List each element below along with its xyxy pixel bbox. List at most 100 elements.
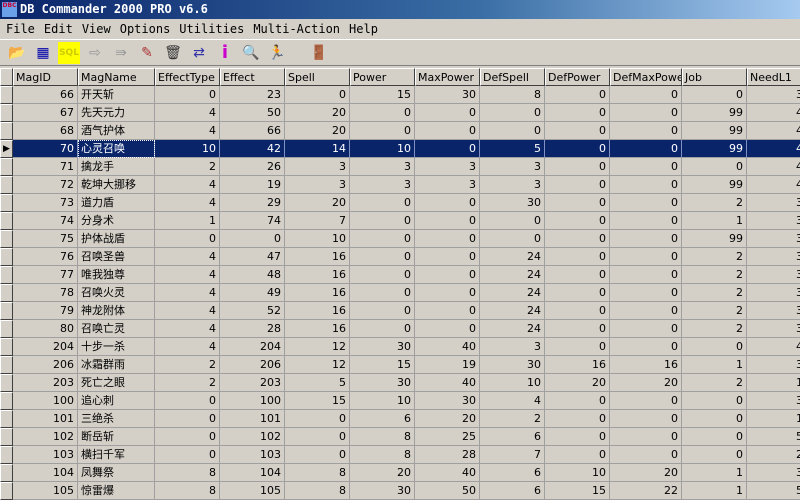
cell-effect[interactable]: 42 [220, 140, 285, 158]
table-row[interactable]: 206冰霜群雨220612151930161613 [0, 356, 800, 374]
cell-effecttype[interactable]: 0 [155, 446, 220, 464]
cell-effecttype[interactable]: 0 [155, 230, 220, 248]
cell-effect[interactable]: 206 [220, 356, 285, 374]
cell-spell[interactable]: 16 [285, 248, 350, 266]
cell-job[interactable]: 2 [682, 374, 747, 392]
cell-effecttype[interactable]: 4 [155, 266, 220, 284]
cell-job[interactable]: 1 [682, 356, 747, 374]
cell-effecttype[interactable]: 0 [155, 410, 220, 428]
cell-power[interactable]: 15 [350, 356, 415, 374]
cell-defmaxpower[interactable]: 0 [610, 410, 682, 428]
table-row[interactable]: 100追心刺010015103040003 [0, 392, 800, 410]
cell-magid[interactable]: 101 [13, 410, 78, 428]
cell-power[interactable]: 30 [350, 374, 415, 392]
arrow-right-icon[interactable]: ⇨ [89, 44, 101, 61]
cell-needl1[interactable]: 4 [747, 158, 800, 176]
cell-magname[interactable]: 横扫千军 [78, 446, 155, 464]
cell-power[interactable]: 0 [350, 194, 415, 212]
cell-defmaxpower[interactable]: 0 [610, 266, 682, 284]
cell-power[interactable]: 0 [350, 104, 415, 122]
table-row[interactable]: 74分身术17470000013 [0, 212, 800, 230]
cell-magid[interactable]: 203 [13, 374, 78, 392]
cell-defpower[interactable]: 20 [545, 374, 610, 392]
cell-magname[interactable]: 三绝杀 [78, 410, 155, 428]
menu-options[interactable]: Options [119, 22, 171, 36]
row-indicator[interactable] [0, 428, 13, 446]
cell-defpower[interactable]: 0 [545, 248, 610, 266]
cell-magname[interactable]: 酒气护体 [78, 122, 155, 140]
row-indicator[interactable] [0, 356, 13, 374]
cell-magname[interactable]: 唯我独尊 [78, 266, 155, 284]
cell-power[interactable]: 10 [350, 140, 415, 158]
cell-needl1[interactable]: 3 [747, 392, 800, 410]
cell-defmaxpower[interactable]: 0 [610, 140, 682, 158]
cell-job[interactable]: 0 [682, 410, 747, 428]
cell-needl1[interactable]: 3 [747, 302, 800, 320]
cell-needl1[interactable]: 3 [747, 284, 800, 302]
cell-maxpower[interactable]: 0 [415, 104, 480, 122]
cell-job[interactable]: 1 [682, 482, 747, 500]
cell-defpower[interactable]: 0 [545, 122, 610, 140]
cell-magid[interactable]: 79 [13, 302, 78, 320]
cell-job[interactable]: 99 [682, 140, 747, 158]
table-row[interactable]: 102断岳斩0102082560005 [0, 428, 800, 446]
column-header-needl1[interactable]: NeedL1 [747, 68, 800, 86]
cell-power[interactable]: 0 [350, 248, 415, 266]
cell-effecttype[interactable]: 8 [155, 464, 220, 482]
table-icon[interactable]: ▦ [36, 44, 50, 61]
cell-defmaxpower[interactable]: 0 [610, 104, 682, 122]
menu-file[interactable]: File [6, 22, 35, 36]
table-row[interactable]: 66开天斩0230153080003 [0, 86, 800, 104]
cell-effect[interactable]: 0 [220, 230, 285, 248]
row-indicator[interactable] [0, 302, 13, 320]
table-row[interactable]: 103横扫千军0103082870002 [0, 446, 800, 464]
cell-effect[interactable]: 28 [220, 320, 285, 338]
cell-magname[interactable]: 神龙附体 [78, 302, 155, 320]
table-row[interactable]: 76召唤圣兽4471600240023 [0, 248, 800, 266]
cell-defpower[interactable]: 0 [545, 338, 610, 356]
cell-power[interactable]: 6 [350, 410, 415, 428]
cell-magname[interactable]: 护体战盾 [78, 230, 155, 248]
cell-maxpower[interactable]: 0 [415, 302, 480, 320]
cell-spell[interactable]: 0 [285, 446, 350, 464]
open-folder-icon[interactable]: 📂 [8, 44, 26, 61]
cell-magid[interactable]: 75 [13, 230, 78, 248]
cell-needl1[interactable]: 3 [747, 356, 800, 374]
cell-magname[interactable]: 十步一杀 [78, 338, 155, 356]
cell-needl1[interactable]: 3 [747, 194, 800, 212]
cell-defspell[interactable]: 6 [480, 464, 545, 482]
cell-defspell[interactable]: 24 [480, 266, 545, 284]
cell-needl1[interactable]: 5 [747, 428, 800, 446]
cell-spell[interactable]: 16 [285, 266, 350, 284]
cell-needl1[interactable]: 3 [747, 464, 800, 482]
row-indicator[interactable] [0, 194, 13, 212]
cell-maxpower[interactable]: 20 [415, 410, 480, 428]
cell-spell[interactable]: 12 [285, 338, 350, 356]
cell-effecttype[interactable]: 0 [155, 428, 220, 446]
cell-needl1[interactable]: 2 [747, 446, 800, 464]
cell-magid[interactable]: 70 [13, 140, 78, 158]
cell-defpower[interactable]: 0 [545, 266, 610, 284]
cell-defpower[interactable]: 0 [545, 410, 610, 428]
column-header-magid[interactable]: MagID [13, 68, 78, 86]
table-row[interactable]: 80召唤亡灵4281600240023 [0, 320, 800, 338]
cell-spell[interactable]: 10 [285, 230, 350, 248]
cell-effect[interactable]: 203 [220, 374, 285, 392]
column-header-defmaxpower[interactable]: DefMaxPower [610, 68, 682, 86]
cell-spell[interactable]: 5 [285, 374, 350, 392]
cell-magid[interactable]: 78 [13, 284, 78, 302]
row-indicator[interactable] [0, 464, 13, 482]
cell-maxpower[interactable]: 0 [415, 284, 480, 302]
cell-magname[interactable]: 开天斩 [78, 86, 155, 104]
cell-maxpower[interactable]: 0 [415, 248, 480, 266]
cell-defpower[interactable]: 0 [545, 158, 610, 176]
cell-needl1[interactable]: 1 [747, 374, 800, 392]
cell-magname[interactable]: 乾坤大挪移 [78, 176, 155, 194]
exit-door-icon[interactable]: 🚪 [310, 44, 328, 61]
cell-defpower[interactable]: 0 [545, 86, 610, 104]
cell-job[interactable]: 0 [682, 446, 747, 464]
menu-multi-action[interactable]: Multi-Action [253, 22, 341, 36]
cell-effecttype[interactable]: 4 [155, 248, 220, 266]
cell-maxpower[interactable]: 40 [415, 464, 480, 482]
